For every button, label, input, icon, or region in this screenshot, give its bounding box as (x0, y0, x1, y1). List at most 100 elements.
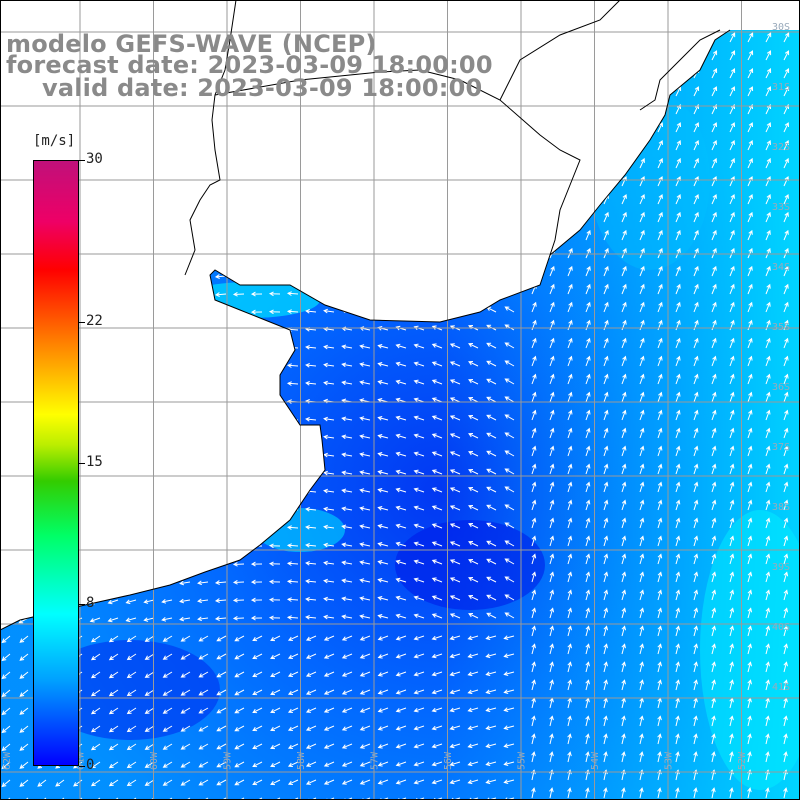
wind-arrow (549, 715, 554, 727)
wind-arrow (486, 558, 497, 565)
wind-arrow (783, 355, 789, 367)
title-forecast-date: forecast date: 2023-03-09 18:00:00 (6, 51, 493, 79)
wind-arrow (449, 743, 461, 749)
wind-arrow (395, 779, 407, 785)
wind-arrow (711, 86, 718, 97)
wind-arrow (305, 725, 317, 731)
wind-arrow (585, 733, 590, 745)
wind-arrow (252, 761, 263, 768)
wind-arrow (657, 499, 663, 511)
wind-arrow (639, 247, 645, 259)
wind-arrow (449, 523, 461, 529)
wind-arrow (286, 579, 299, 584)
wind-arrow (531, 643, 536, 655)
wind-arrow (747, 553, 753, 565)
wind-arrow (107, 617, 119, 623)
wind-arrow (449, 541, 461, 547)
wind-arrow (549, 373, 555, 385)
wind-arrow (323, 506, 335, 512)
wind-arrow (449, 433, 461, 439)
wind-arrow (468, 397, 479, 403)
wind-arrow (341, 344, 353, 350)
wind-arrow (180, 635, 191, 642)
wind-arrow (585, 553, 591, 565)
wind-arrow (180, 689, 191, 696)
wind-arrow (729, 391, 735, 403)
wind-arrow (503, 761, 515, 766)
wind-arrow (675, 679, 680, 691)
wind-arrow (639, 445, 645, 457)
wind-arrow (711, 355, 717, 367)
wind-arrow (549, 517, 555, 529)
wind-arrow (657, 427, 663, 439)
wind-arrow (359, 380, 371, 385)
wind-arrow (711, 427, 717, 439)
wind-arrow (126, 743, 137, 751)
wind-arrow (232, 291, 245, 297)
wind-arrow (486, 432, 497, 439)
wind-arrow (486, 486, 497, 493)
wind-arrow (413, 613, 425, 619)
wind-arrow (675, 463, 681, 475)
wind-arrow (287, 761, 299, 767)
wind-arrow (431, 725, 443, 731)
wind-arrow (268, 309, 281, 315)
wind-arrow (657, 445, 663, 457)
wind-arrow (467, 743, 479, 749)
wind-arrow (198, 725, 209, 732)
wind-arrow (252, 635, 263, 642)
wind-arrow (747, 499, 753, 511)
wind-arrow (657, 553, 663, 565)
wind-arrow (783, 553, 789, 565)
wind-arrow (675, 283, 681, 295)
wind-arrow (711, 463, 717, 475)
wind-arrow (413, 761, 425, 767)
wind-arrow (198, 761, 209, 768)
wind-arrow (467, 653, 479, 659)
wind-arrow (549, 679, 554, 691)
wind-arrow (567, 301, 573, 313)
wind-arrow (711, 283, 717, 295)
wind-arrow (585, 535, 591, 547)
wind-arrow (395, 689, 407, 695)
wind-arrow (675, 715, 680, 727)
longitude-label: 57W (370, 751, 381, 770)
wind-arrow (287, 689, 299, 695)
wind-arrow (711, 139, 717, 151)
wind-arrow (567, 481, 573, 493)
wind-arrow (729, 122, 735, 133)
wind-arrow (729, 715, 734, 727)
wind-arrow (657, 733, 662, 745)
wind-arrow (305, 743, 317, 749)
wind-arrow (323, 362, 335, 368)
wind-arrow (747, 373, 753, 385)
colorbar-tick-mark (79, 160, 85, 161)
wind-arrow (125, 599, 137, 605)
wind-arrow (504, 450, 515, 457)
wind-arrow (305, 416, 317, 422)
wind-arrow (603, 337, 609, 349)
wind-arrow (431, 779, 443, 785)
wind-arrow (197, 598, 209, 604)
wind-arrow (270, 797, 281, 800)
wind-arrow (765, 211, 771, 223)
wind-arrow (413, 415, 425, 421)
wind-arrow (531, 553, 537, 565)
wind-arrow (504, 306, 515, 313)
wind-arrow (711, 679, 716, 691)
wind-arrow (747, 355, 753, 367)
wind-arrow (693, 283, 699, 295)
wind-arrow (179, 598, 191, 604)
wind-arrow (711, 409, 717, 421)
wind-arrow (19, 761, 29, 769)
wind-arrow (323, 761, 335, 767)
wind-arrow (504, 594, 515, 601)
wind-arrow (621, 193, 627, 205)
wind-arrow (126, 725, 137, 733)
wind-arrow (729, 247, 735, 259)
wind-arrow (585, 373, 591, 385)
wind-arrow (90, 797, 101, 800)
wind-arrow (305, 560, 317, 566)
wind-arrow (693, 139, 699, 151)
wind-arrow (341, 671, 353, 677)
